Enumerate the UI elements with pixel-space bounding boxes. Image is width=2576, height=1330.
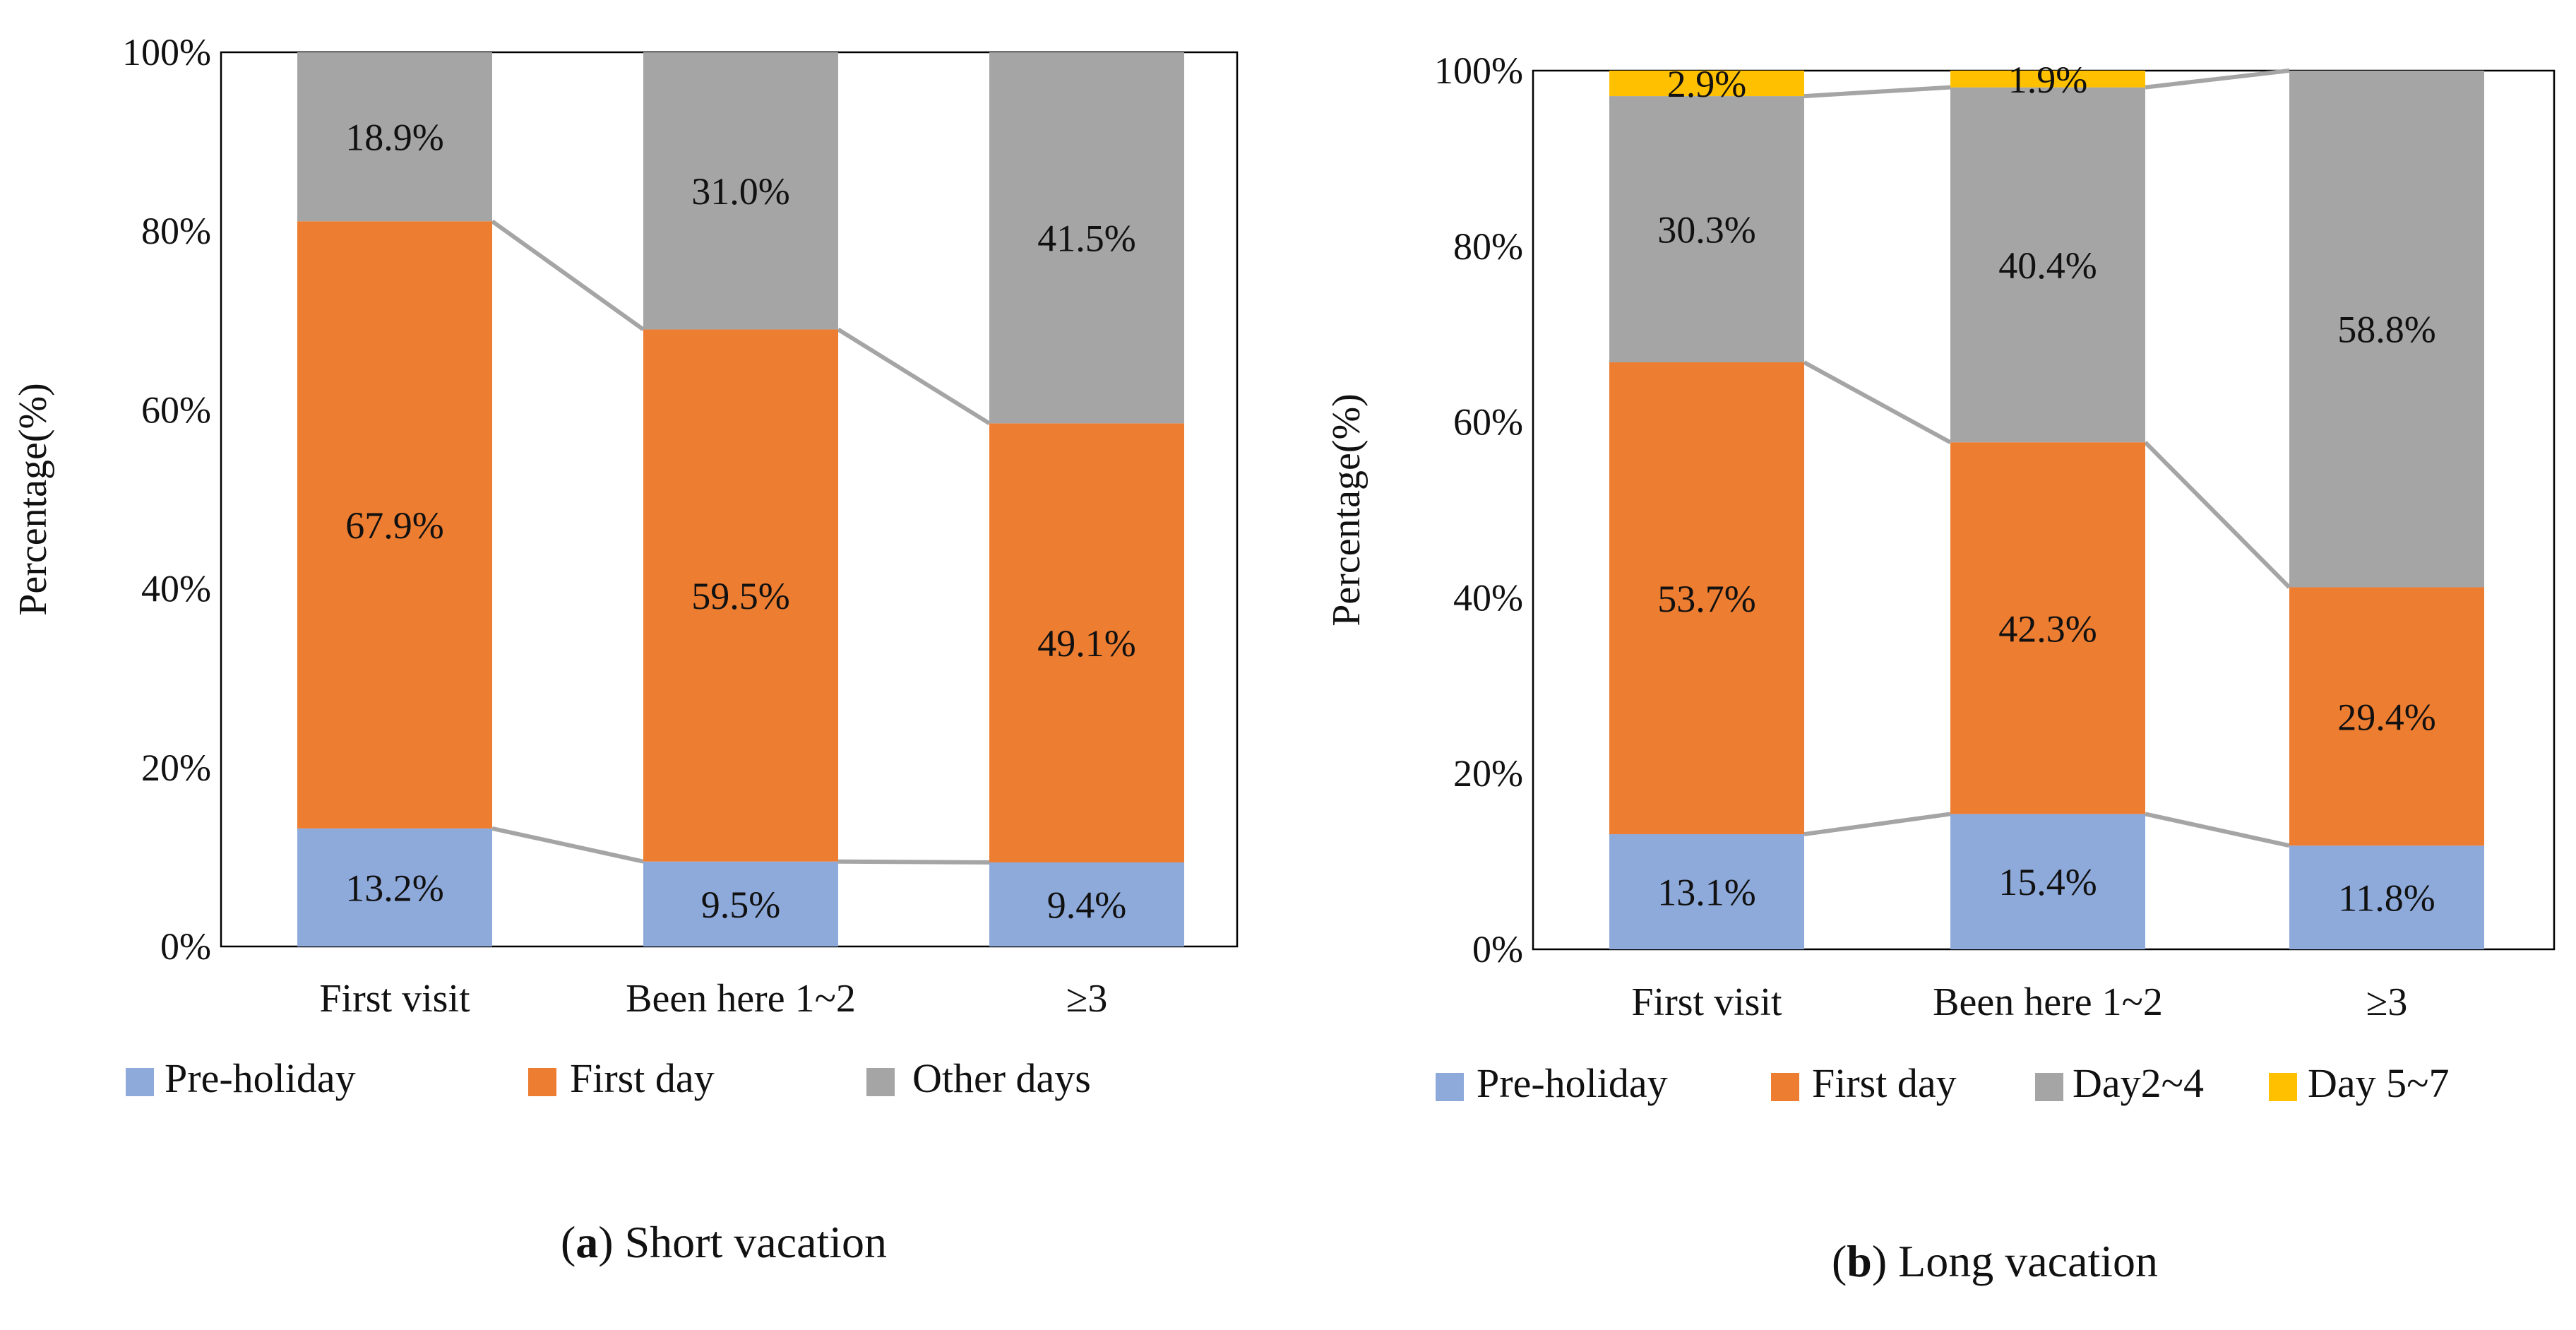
chart-short-bar-pre-holiday-3: [989, 862, 1184, 946]
chart-long-data-label: 15.4%: [1998, 861, 2097, 903]
chart-long-ytick-label: 40%: [1453, 576, 1523, 619]
chart-short-connector-line: [837, 327, 991, 425]
chart-short-ytick-label: 80%: [141, 210, 211, 252]
chart-short-legend: Pre-holiday First day Other days: [126, 1055, 1091, 1101]
chart-short-data-label: 59.5%: [691, 575, 789, 617]
chart-short-bar-other-days-1: [297, 52, 492, 222]
chart-short-ytick-label: 40%: [141, 568, 211, 610]
chart-long-bar-pre-holiday-3: [2289, 845, 2484, 949]
chart-short-category-label: Been here 1~2: [626, 977, 856, 1021]
chart-long-legend-swatch: [1436, 1073, 1464, 1101]
chart-long-data-label: 11.8%: [2338, 877, 2435, 920]
chart-long-ytick-label: 20%: [1453, 752, 1523, 795]
chart-short-caption: (a) Short vacation: [561, 1217, 887, 1267]
chart-short-data-label: 9.5%: [701, 884, 780, 926]
chart-long-data-label: 30.3%: [1657, 209, 1755, 251]
chart-short-vacation: 0% 20% 40% 60% 80% 100% Percentage(%) 13.2% 9.5%…: [11, 31, 1239, 1267]
chart-long-category-label: ≥3: [2366, 980, 2408, 1024]
chart-short-data-label: 49.1%: [1037, 622, 1135, 665]
chart-short-bar-other-days-2: [643, 52, 838, 330]
chart-long-ytick-label: 80%: [1453, 225, 1523, 268]
chart-short-bar-first-day-3: [989, 423, 1184, 862]
chart-long-ytick-label: 0%: [1472, 928, 1523, 970]
chart-short-legend-label: First day: [570, 1055, 715, 1101]
chart-long-data-label: 13.1%: [1657, 872, 1755, 914]
chart-short-data-label: 41.5%: [1037, 218, 1135, 260]
chart-short-bar-other-days-3: [989, 52, 1184, 424]
chart-long-ylabel: Percentage(%): [1325, 393, 1368, 627]
chart-long-data-label: 42.3%: [1998, 607, 2097, 650]
chart-short-connector-line: [491, 826, 644, 864]
chart-long-legend: Pre-holiday First day Day2~4 Day 5~7: [1436, 1060, 2450, 1106]
chart-short-data-label: 67.9%: [345, 504, 443, 547]
chart-long-caption: (b) Long vacation: [1832, 1236, 2158, 1286]
chart-short-category-label: First visit: [319, 977, 470, 1021]
chart-short-data-label: 9.4%: [1047, 884, 1126, 926]
chart-long-legend-swatch: [2035, 1073, 2063, 1101]
chart-long-bar-pre-holiday-2: [1950, 814, 2145, 949]
chart-short-bar-first-day-1: [297, 221, 492, 829]
chart-long-ytick-label: 60%: [1453, 401, 1523, 444]
chart-long-legend-swatch: [1771, 1073, 1799, 1101]
chart-long-bar-day2-4-1: [1609, 96, 1804, 363]
chart-long-connector-line: [2145, 69, 2290, 90]
chart-long-bar-day-5-7-1: [1609, 71, 1804, 97]
chart-short-bar-pre-holiday-2: [643, 861, 838, 946]
chart-long-data-label: 2.9%: [1667, 63, 1746, 105]
chart-long-connector-line: [2143, 441, 2291, 589]
chart-long-bar-first-day-2: [1950, 442, 2145, 814]
chart-long-category-label: Been here 1~2: [1933, 980, 2163, 1024]
chart-short-legend-label: Pre-holiday: [165, 1055, 356, 1101]
chart-long-data-label: 29.4%: [2337, 696, 2435, 738]
chart-long-legend-label: Day2~4: [2073, 1060, 2204, 1106]
chart-long-bar-day2-4-3: [2289, 71, 2484, 588]
chart-long-ytick-label: 100%: [1434, 49, 1523, 92]
chart-short-ytick-label: 60%: [141, 388, 211, 431]
chart-long-data-label: 53.7%: [1657, 578, 1755, 620]
chart-short-ytick-label: 0%: [160, 925, 211, 968]
chart-long-data-label: 40.4%: [1998, 244, 2097, 287]
chart-short-data-label: 31.0%: [691, 170, 789, 213]
chart-long-legend-label: Pre-holiday: [1477, 1060, 1668, 1106]
chart-long-bar-first-day-1: [1609, 362, 1804, 835]
chart-long-bar-first-day-3: [2289, 587, 2484, 846]
chart-short-category-label: ≥3: [1066, 977, 1108, 1021]
chart-long-connector-line: [2145, 812, 2290, 848]
chart-long-connector-lines: [1803, 69, 2291, 848]
chart-long-legend-label: Day 5~7: [2308, 1060, 2450, 1106]
chart-short-bar-first-day-2: [643, 329, 838, 862]
chart-short-data-label: 13.2%: [345, 867, 443, 909]
chart-long-connector-line: [1803, 812, 1951, 837]
chart-long-bar-pre-holiday-1: [1609, 834, 1804, 949]
chart-short-connector-lines: [491, 219, 991, 865]
chart-short-bar-pre-holiday-1: [297, 828, 492, 946]
chart-long-connector-line: [1803, 85, 1951, 99]
chart-long-bar-day2-4-2: [1950, 87, 2145, 443]
chart-short-ytick-label: 100%: [122, 31, 211, 73]
chart-long-legend-label: First day: [1812, 1060, 1957, 1106]
chart-long-connector-line: [1803, 360, 1952, 444]
chart-short-legend-swatch: [866, 1068, 895, 1096]
chart-long-data-label: 1.9%: [2008, 59, 2087, 101]
chart-long-category-label: First visit: [1631, 980, 1782, 1024]
chart-short-connector-line: [491, 219, 645, 331]
chart-long-vacation: 0% 20% 40% 60% 80% 100% Percentage(%) 13.1% 15.4…: [1325, 49, 2556, 1286]
chart-short-data-label: 18.9%: [345, 117, 443, 159]
chart-long-data-label: 58.8%: [2337, 309, 2435, 351]
chart-short-ylabel: Percentage(%): [11, 383, 55, 616]
chart-long-legend-swatch: [2269, 1073, 2297, 1101]
chart-long-bar-day-5-7-2: [1950, 71, 2145, 88]
chart-short-legend-swatch: [528, 1068, 556, 1096]
chart-short-legend-swatch: [126, 1068, 154, 1096]
chart-short-ytick-label: 20%: [141, 747, 211, 789]
chart-short-legend-label: Other days: [912, 1055, 1091, 1101]
